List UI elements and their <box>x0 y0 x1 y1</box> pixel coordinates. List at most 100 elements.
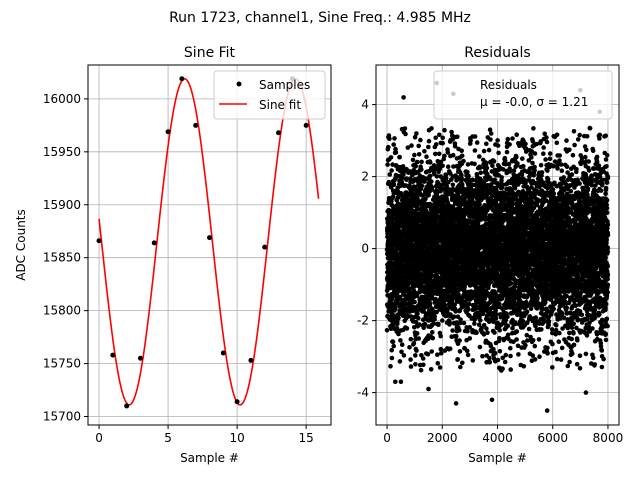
sample-point <box>235 399 240 404</box>
residual-point <box>392 136 397 141</box>
residual-point <box>487 148 492 153</box>
residual-point <box>436 361 441 366</box>
residual-point <box>440 318 445 323</box>
sample-point <box>97 238 102 243</box>
residual-point <box>484 326 489 331</box>
residual-point <box>402 353 407 358</box>
residual-point <box>435 352 440 357</box>
residual-point <box>466 353 471 358</box>
sine-fit-xlabel: Sample # <box>180 451 239 465</box>
residual-point <box>428 174 433 179</box>
residual-point <box>419 167 424 172</box>
residual-point <box>485 330 490 335</box>
residual-point <box>514 337 519 342</box>
residual-point <box>478 170 483 175</box>
residual-point <box>465 170 470 175</box>
0-ytick-label: 15850 <box>43 251 81 265</box>
residual-point <box>398 338 403 343</box>
sample-point <box>138 356 143 361</box>
residual-point <box>475 140 480 145</box>
residual-point <box>403 126 408 131</box>
residual-point <box>509 281 514 286</box>
sine-fit-line <box>99 79 319 405</box>
residual-point <box>419 160 424 165</box>
residual-point <box>513 186 518 191</box>
residual-point <box>391 344 396 349</box>
residual-point <box>389 155 394 160</box>
residual-point <box>385 162 390 167</box>
residuals-title: Residuals <box>464 45 530 61</box>
sample-point <box>207 235 212 240</box>
residual-point <box>504 353 509 358</box>
residual-point <box>429 367 434 372</box>
residual-point <box>489 280 494 285</box>
sine-fit-ticks: 0510151570015750158001585015900159501600… <box>43 92 314 445</box>
residual-point <box>496 358 501 363</box>
residual-point <box>466 174 471 179</box>
residual-point <box>430 330 435 335</box>
legend-samples-marker <box>237 82 242 87</box>
residual-point <box>492 330 497 335</box>
residual-point <box>417 152 422 157</box>
residual-point <box>497 328 502 333</box>
residual-point <box>440 164 445 169</box>
residual-point <box>438 365 443 370</box>
residual-point <box>468 138 473 143</box>
sample-point <box>221 351 226 356</box>
residual-point <box>409 337 414 342</box>
sample-point <box>304 123 309 128</box>
sample-point <box>124 403 129 408</box>
residual-point <box>462 321 467 326</box>
residual-point <box>393 306 398 311</box>
0-xtick-label: 5 <box>164 431 172 445</box>
residual-point <box>510 136 515 141</box>
0-xtick-label: 10 <box>229 431 244 445</box>
residual-point <box>429 179 434 184</box>
residual-point <box>414 348 419 353</box>
residual-point <box>460 361 465 366</box>
residual-point <box>416 144 421 149</box>
residual-point <box>426 145 431 150</box>
sine-fit-plot <box>97 76 319 408</box>
residual-point <box>407 345 412 350</box>
residual-point <box>503 360 508 365</box>
residual-point <box>506 333 511 338</box>
residual-point <box>488 137 493 142</box>
residual-point <box>457 328 462 333</box>
residual-point <box>506 324 511 329</box>
residual-point <box>497 336 502 341</box>
residual-point <box>458 317 463 322</box>
residual-point <box>414 131 419 136</box>
0-ytick-label: 15950 <box>43 145 81 159</box>
residual-point <box>408 357 413 362</box>
residual-point <box>432 314 437 319</box>
residual-point <box>515 329 520 334</box>
residual-point <box>417 336 422 341</box>
residual-point <box>481 312 486 317</box>
residual-point <box>420 184 425 189</box>
sine-fit-title: Sine Fit <box>184 45 236 61</box>
residual-point <box>447 320 452 325</box>
0-ytick-label: 15750 <box>43 357 81 371</box>
residual-point <box>439 347 444 352</box>
residual-point <box>413 164 418 169</box>
residual-point <box>508 354 513 359</box>
residual-point <box>412 153 417 158</box>
residual-point <box>415 160 420 165</box>
residual-point <box>421 356 426 361</box>
residual-point <box>391 339 396 344</box>
sample-point <box>152 240 157 245</box>
residual-point <box>478 318 483 323</box>
residual-point <box>458 365 463 370</box>
residual-point <box>461 159 466 164</box>
residual-point <box>442 154 447 159</box>
sine-fit-panel: Sine Fit 0510151570015750158001585015900… <box>14 45 331 465</box>
residual-point <box>440 141 445 146</box>
residual-point <box>466 307 471 312</box>
residual-point <box>412 341 417 346</box>
residual-point <box>465 349 470 354</box>
residual-point <box>495 138 500 143</box>
0-xtick-label: 15 <box>299 431 314 445</box>
sine-fit-legend: Samples Sine fit <box>214 71 325 119</box>
residual-point <box>472 162 477 167</box>
